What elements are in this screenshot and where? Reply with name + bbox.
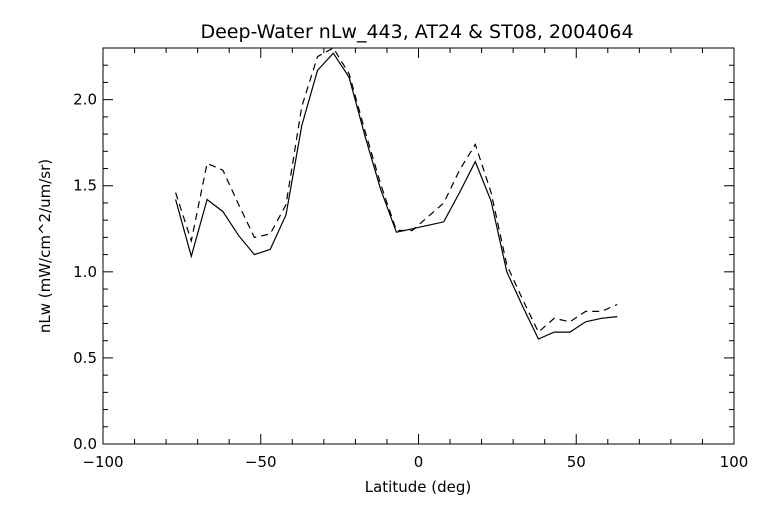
series-line-solid — [175, 52, 618, 340]
x-tick-label: −100 — [82, 453, 123, 471]
y-tick-label: 0.5 — [73, 349, 97, 367]
x-ticks — [102, 48, 735, 444]
series-lines — [175, 47, 618, 340]
chart-title: Deep-Water nLw_443, AT24 & ST08, 2004064 — [200, 21, 633, 43]
x-axis-label: Latitude (deg) — [365, 478, 471, 496]
x-tick-label: 0 — [414, 453, 424, 471]
y-axis-label: nLw (mW/cm^2/um/sr) — [36, 159, 54, 333]
x-tick-label: 100 — [720, 453, 749, 471]
y-tick-label: 2.0 — [73, 91, 97, 109]
y-tick-label: 1.0 — [73, 263, 97, 281]
plot-frame — [102, 47, 735, 445]
y-tick-labels: 0.0 0.5 1.0 1.5 2.0 — [73, 91, 97, 453]
y-tick-label: 1.5 — [73, 177, 97, 195]
y-ticks — [103, 47, 734, 445]
y-tick-label: 0.0 — [73, 435, 97, 453]
x-tick-label: −50 — [245, 453, 277, 471]
series-line-dashed — [175, 47, 618, 334]
x-tick-label: 50 — [567, 453, 586, 471]
x-tick-labels: −100 −50 0 50 100 — [82, 453, 748, 471]
